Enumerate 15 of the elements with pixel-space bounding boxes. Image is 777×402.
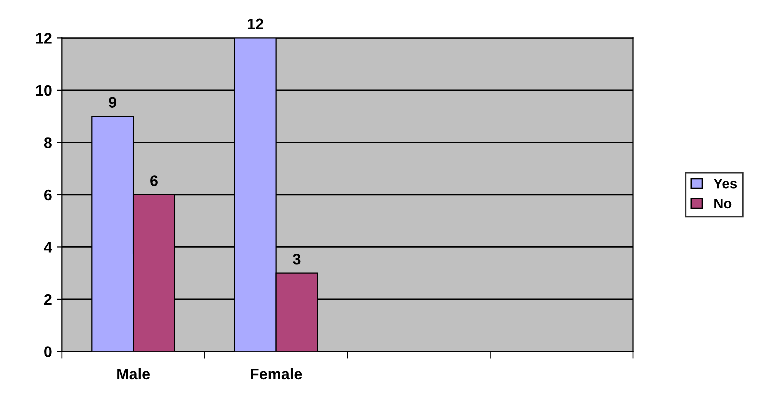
data-label: 3	[293, 254, 301, 265]
legend-label: Yes	[714, 179, 738, 189]
y-tick-label: 10	[36, 85, 52, 96]
y-tick-label: 2	[44, 294, 52, 306]
y-tick-label: 4	[44, 242, 52, 253]
data-label: 12	[248, 18, 264, 30]
x-tick-label: Female	[251, 368, 302, 380]
x-tick-label: Male	[118, 368, 150, 380]
y-tick-label: 12	[36, 33, 52, 44]
data-label: 9	[109, 97, 117, 108]
y-tick-label: 6	[44, 190, 52, 201]
legend-label: No	[714, 198, 732, 209]
y-tick-label: 0	[44, 346, 52, 358]
data-label: 6	[150, 176, 158, 186]
y-tick-label: 8	[44, 138, 52, 148]
